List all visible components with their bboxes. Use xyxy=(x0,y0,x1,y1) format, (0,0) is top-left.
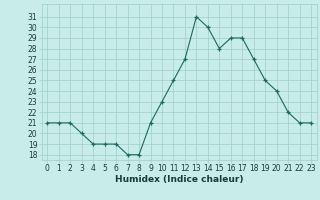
X-axis label: Humidex (Indice chaleur): Humidex (Indice chaleur) xyxy=(115,175,244,184)
